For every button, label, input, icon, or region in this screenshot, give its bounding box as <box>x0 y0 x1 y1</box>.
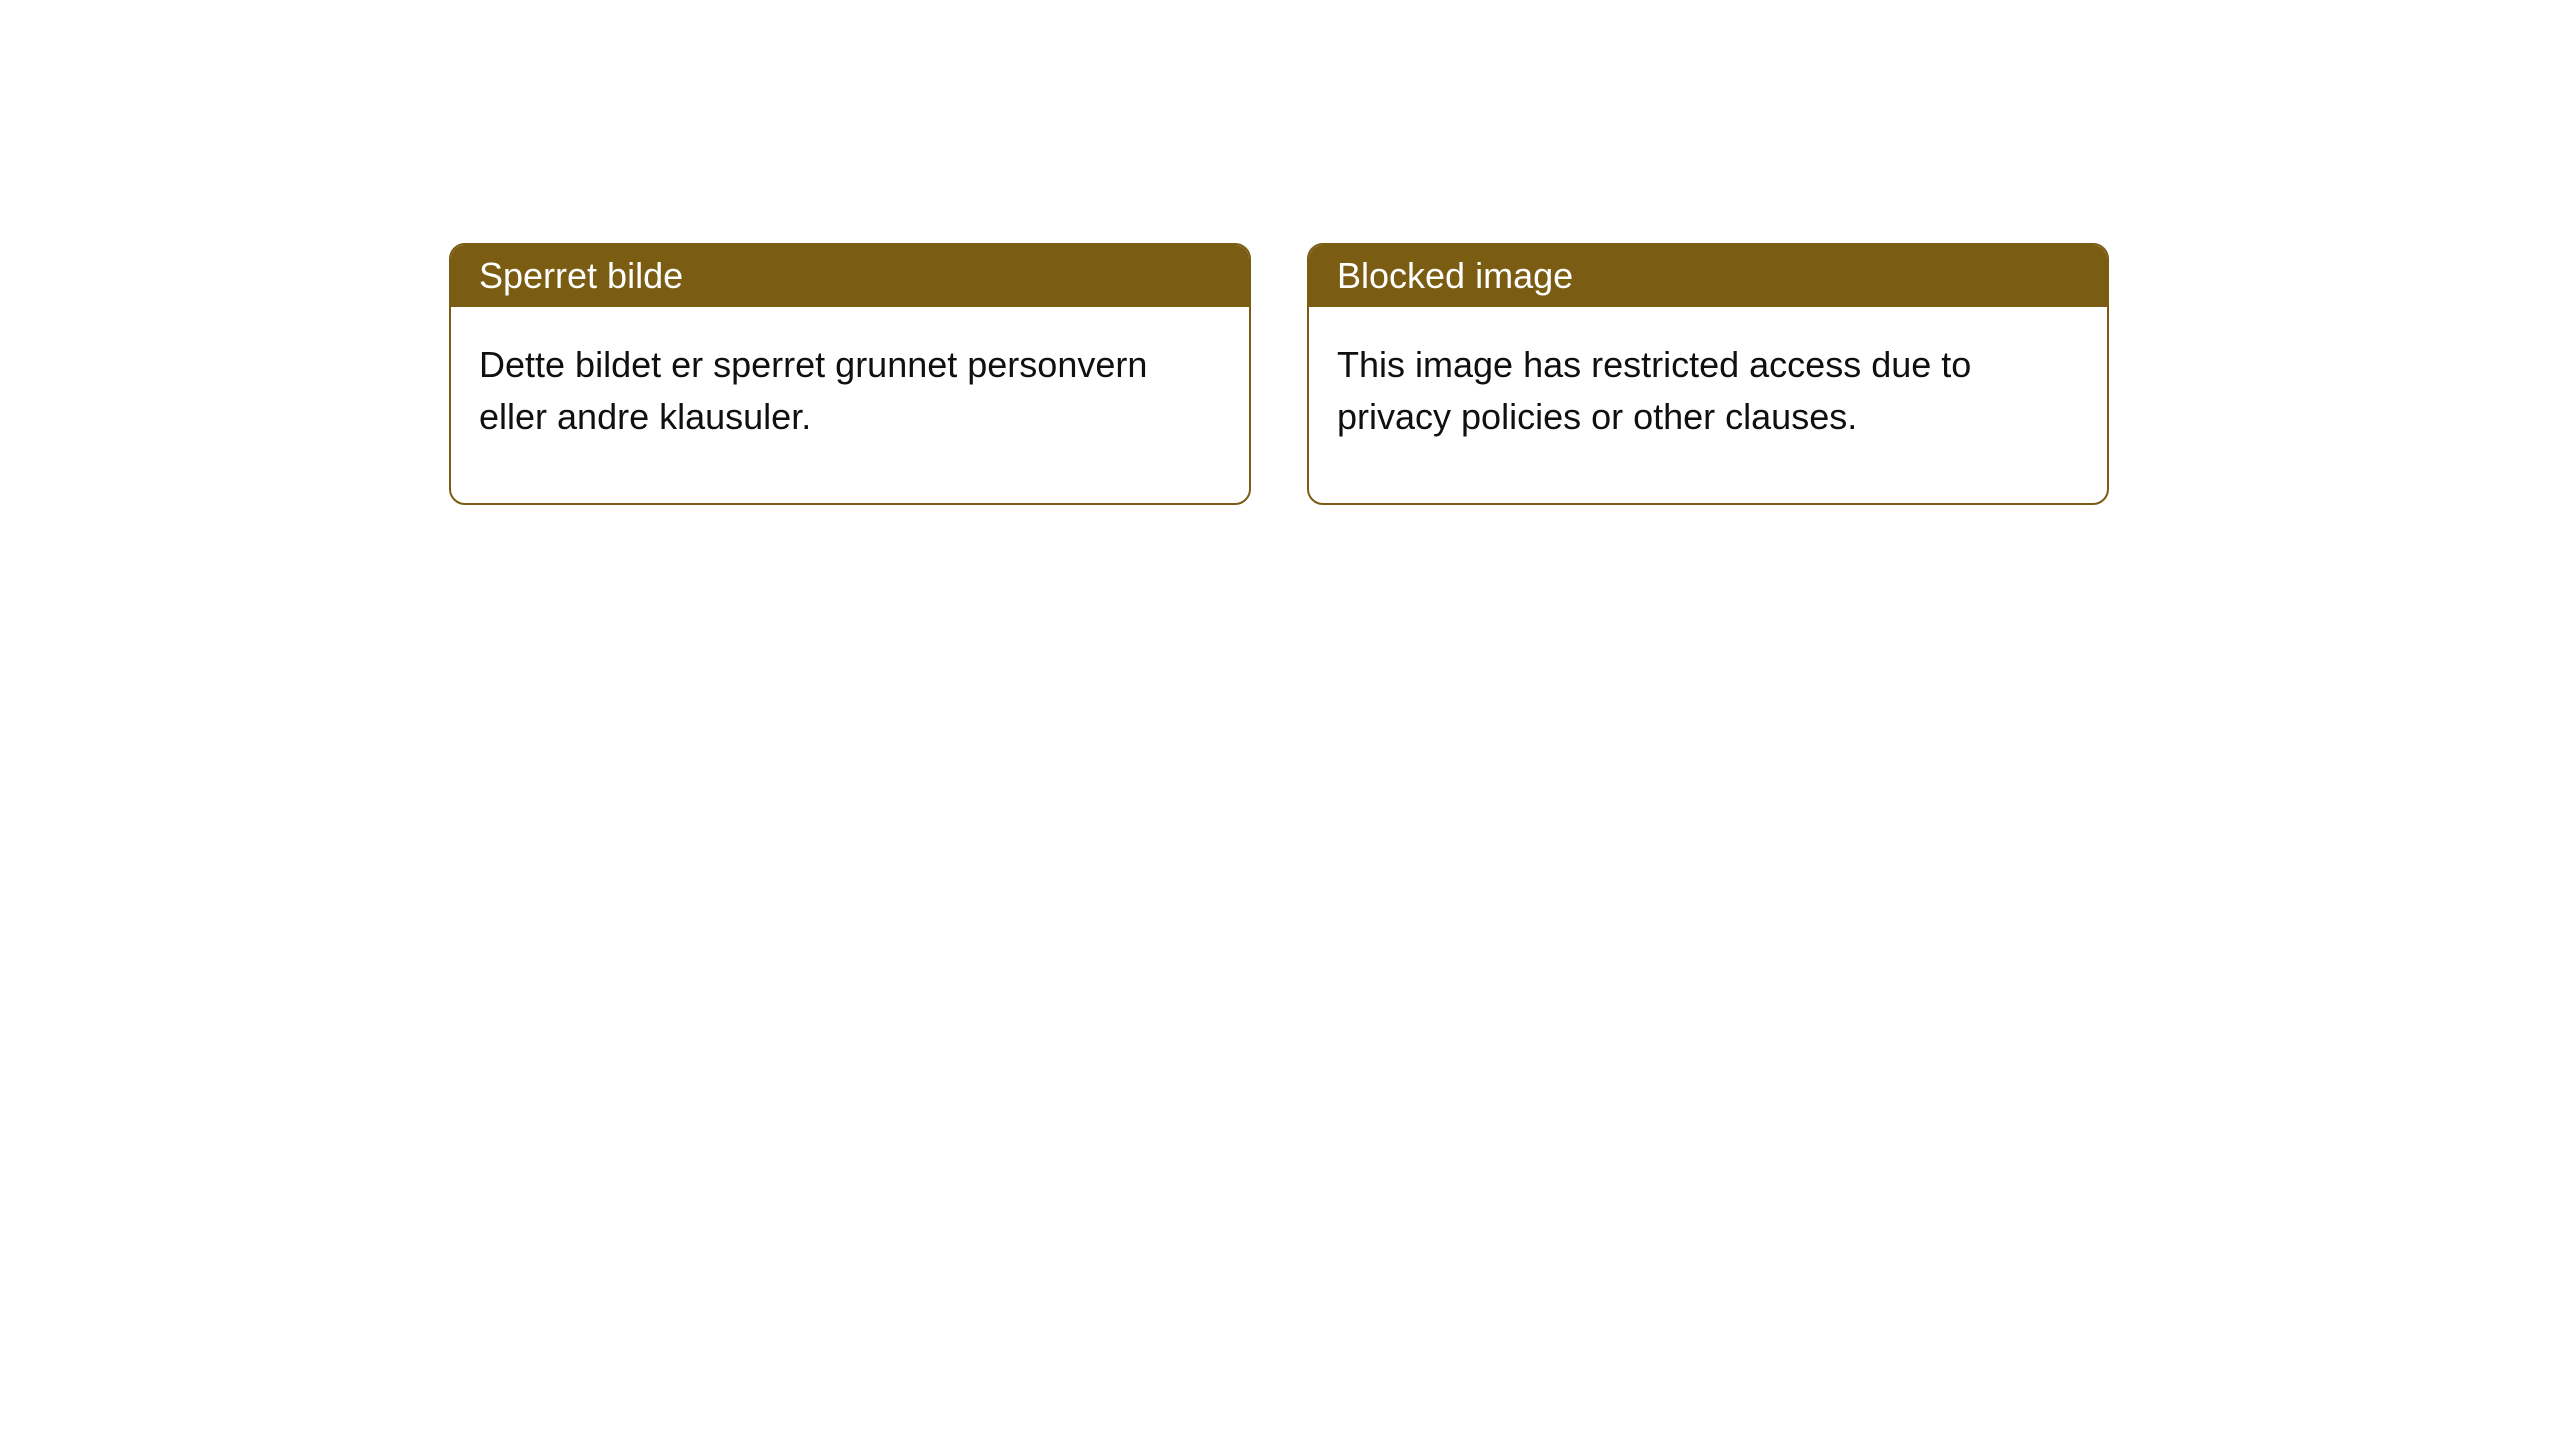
notice-card-title: Sperret bilde <box>451 245 1249 307</box>
notice-cards-container: Sperret bilde Dette bildet er sperret gr… <box>0 0 2560 505</box>
notice-card-body: This image has restricted access due to … <box>1309 307 2107 503</box>
notice-card-english: Blocked image This image has restricted … <box>1307 243 2109 505</box>
notice-card-body: Dette bildet er sperret grunnet personve… <box>451 307 1249 503</box>
notice-card-title: Blocked image <box>1309 245 2107 307</box>
notice-card-norwegian: Sperret bilde Dette bildet er sperret gr… <box>449 243 1251 505</box>
